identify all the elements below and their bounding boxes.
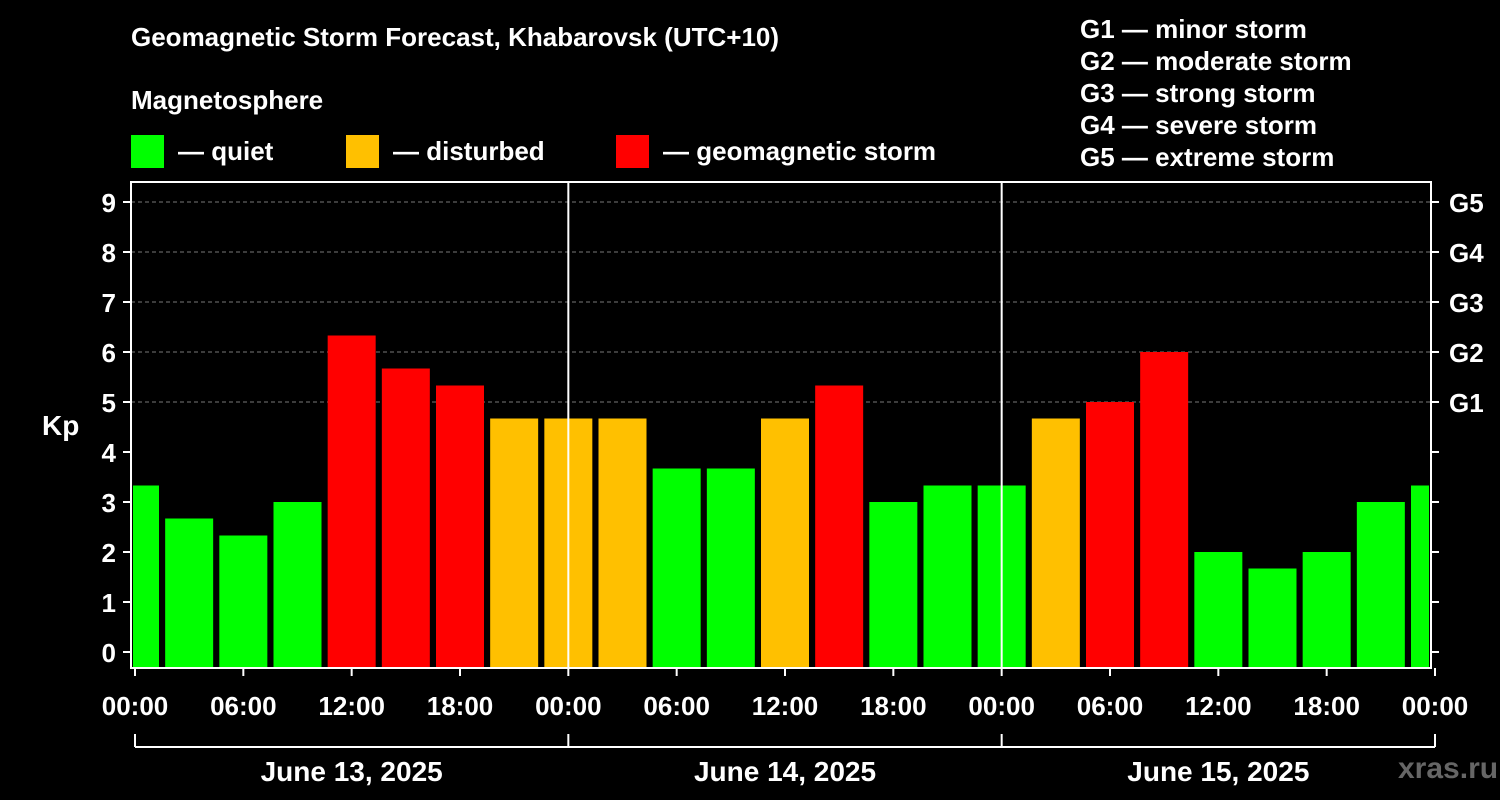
kp-bar [923,485,972,668]
kp-bar [761,418,809,668]
storm-level-axis-label: G5 [1449,188,1484,218]
x-tick-label: 06:00 [210,691,277,721]
storm-level-g4: G4 — severe storm [1080,110,1318,140]
x-tick-label: 00:00 [102,691,169,721]
x-tick-label: 12:00 [318,691,385,721]
plot-frame [130,181,1432,669]
legend-swatch-storm [616,134,649,168]
legend-item-quiet: — quiet [131,134,273,168]
storm-level-legend: G1 — minor storm G2 — moderate storm G3 … [1080,13,1352,173]
x-tick-label: 06:00 [1077,691,1144,721]
legend-item-storm: — geomagnetic storm [616,134,936,168]
y-tick-label: 0 [102,638,116,668]
kp-bar [1302,552,1351,668]
kp-bar [1086,402,1134,668]
legend-label-disturbed: — disturbed [393,135,545,166]
y-tick-label: 6 [102,338,116,368]
kp-bar [327,335,376,668]
storm-level-axis-label: G3 [1449,288,1484,318]
storm-level-axis-label: G1 [1449,388,1484,418]
kp-bar [1140,352,1189,668]
kp-bar [133,485,159,668]
day-label: June 15, 2025 [1127,756,1309,787]
storm-level-g1: G1 — minor storm [1080,14,1307,44]
chart-title: Geomagnetic Storm Forecast, Khabarovsk (… [131,22,780,52]
y-tick-label: 4 [102,438,117,468]
y-tick-label: 3 [102,488,116,518]
x-tick-label: 12:00 [752,691,819,721]
storm-level-g5: G5 — extreme storm [1080,142,1335,172]
kp-bar [869,502,918,668]
x-tick-label: 18:00 [860,691,927,721]
x-tick-label: 12:00 [1185,691,1252,721]
kp-bar [273,502,322,668]
kp-bar [381,368,430,668]
y-tick-label: 9 [102,188,116,218]
kp-bar [1031,418,1080,668]
legend-swatch-disturbed [346,134,379,168]
kp-bar [1194,552,1243,668]
kp-bar [1356,502,1405,668]
kp-bar [165,518,214,668]
kp-bar [598,418,647,668]
y-axis-label: Kp [42,410,80,441]
storm-level-g2: G2 — moderate storm [1080,46,1352,76]
storm-level-axis-label: G4 [1449,238,1484,268]
y-tick-label: 5 [102,388,116,418]
storm-level-axis-label: G2 [1449,338,1484,368]
y-tick-label: 1 [102,588,116,618]
legend-label-quiet: — quiet [178,135,274,166]
legend-item-disturbed: — disturbed [346,134,545,168]
kp-bar [490,418,539,668]
kp-bar [815,385,864,668]
kp-bar [652,468,701,668]
day-label: June 13, 2025 [261,756,443,787]
kp-bar [436,385,484,668]
legend-label-storm: — geomagnetic storm [663,135,937,166]
x-tick-label: 18:00 [427,691,494,721]
kp-bar [219,535,268,668]
legend-swatch-quiet [131,134,164,168]
day-label: June 14, 2025 [694,756,876,787]
kp-bar [706,468,755,668]
x-tick-label: 00:00 [535,691,602,721]
x-tick-label: 00:00 [968,691,1035,721]
y-tick-label: 7 [102,288,116,318]
y-tick-label: 2 [102,538,116,568]
x-tick-label: 18:00 [1293,691,1360,721]
x-tick-label: 06:00 [643,691,710,721]
kp-bar [1411,485,1429,668]
storm-level-g3: G3 — strong storm [1080,78,1316,108]
chart-subtitle: Magnetosphere [131,85,324,115]
y-tick-label: 8 [102,238,116,268]
x-tick-label: 00:00 [1402,691,1469,721]
watermark: xras.ru [1398,752,1499,785]
kp-bar [1248,568,1297,668]
